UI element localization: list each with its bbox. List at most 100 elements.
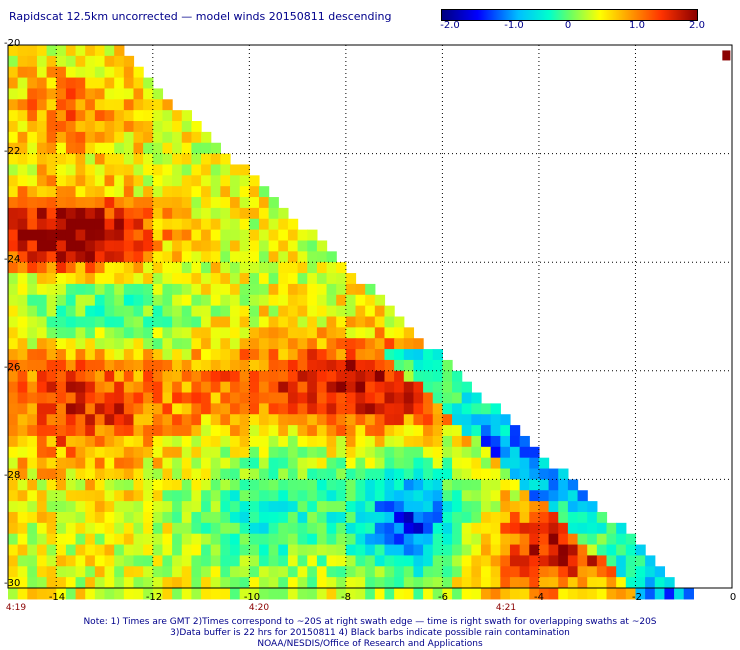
grid-cell: [442, 403, 453, 415]
grid-cell: [326, 566, 337, 578]
grid-cell: [239, 240, 250, 252]
grid-cell: [75, 349, 86, 361]
grid-cell: [114, 446, 125, 459]
grid-cell: [625, 533, 637, 546]
grid-cell: [17, 522, 28, 535]
grid-cell: [46, 359, 57, 372]
grid-cell: [75, 403, 86, 415]
grid-cell: [606, 533, 617, 546]
grid-cell: [403, 511, 415, 524]
grid-cell: [75, 370, 86, 383]
grid-cell: [104, 392, 115, 404]
grid-cell: [104, 522, 115, 535]
grid-cell: [432, 490, 443, 502]
grid-cell: [249, 175, 260, 187]
grid-cell: [519, 522, 530, 535]
grid-cell: [56, 45, 67, 57]
footnote-line-1: Note: 1) Times are GMT 2)Times correspon…: [83, 617, 657, 627]
grid-cell: [287, 338, 299, 350]
grid-cell: [46, 207, 57, 220]
grid-cell: [56, 468, 67, 480]
grid-cell: [606, 566, 617, 578]
grid-cell: [46, 533, 57, 546]
grid-cell: [336, 577, 347, 589]
grid-cell: [548, 511, 559, 524]
grid-cell: [162, 240, 173, 252]
grid-cell: [297, 555, 308, 567]
grid-cell: [143, 251, 154, 263]
grid-cell: [249, 457, 260, 470]
grid-cell: [500, 577, 511, 589]
grid-cell: [596, 511, 608, 524]
grid-cell: [461, 381, 472, 394]
grid-cell: [46, 99, 57, 111]
grid-cell: [17, 66, 28, 79]
grid-cell: [143, 262, 154, 274]
grid-cell: [490, 533, 501, 546]
grid-cell: [258, 577, 270, 589]
grid-cell: [172, 501, 183, 513]
grid-cell: [587, 522, 598, 535]
grid-cell: [654, 566, 666, 578]
grid-cell: [239, 164, 250, 176]
grid-cell: [104, 490, 115, 502]
grid-cell: [365, 555, 376, 567]
grid-cell: [509, 522, 521, 535]
grid-cell: [616, 577, 627, 589]
grid-cell: [239, 414, 250, 426]
grid-cell: [114, 164, 125, 176]
grid-cell: [56, 229, 67, 242]
grid-cell: [191, 577, 202, 589]
grid-cell: [355, 501, 366, 513]
grid-cell: [336, 588, 347, 600]
grid-cell: [210, 305, 221, 318]
grid-cell: [249, 544, 260, 557]
grid-cell: [65, 490, 77, 502]
grid-cell: [143, 229, 154, 242]
grid-cell: [239, 359, 250, 372]
grid-cell: [162, 435, 173, 448]
grid-cell: [17, 349, 28, 361]
grid-cell: [114, 479, 125, 491]
grid-cell: [36, 588, 48, 600]
grid-cell: [230, 175, 241, 187]
grid-cell: [519, 588, 530, 600]
grid-cell: [172, 403, 183, 415]
grid-cell: [56, 370, 67, 383]
grid-cell: [133, 229, 144, 242]
grid-cell: [326, 544, 337, 557]
grid-cell: [152, 511, 164, 524]
grid-cell: [152, 359, 164, 372]
grid-cell: [461, 566, 472, 578]
grid-cell: [36, 349, 48, 361]
grid-cell: [336, 501, 347, 513]
grid-cell: [287, 425, 299, 437]
grid-cell: [94, 316, 106, 328]
grid-cell: [65, 457, 77, 470]
grid-cell: [355, 555, 366, 567]
grid-cell: [94, 381, 106, 394]
grid-cell: [220, 218, 231, 231]
grid-cell: [403, 577, 415, 589]
grid-cell: [56, 349, 67, 361]
grid-cell: [230, 381, 241, 394]
grid-cell: [307, 403, 318, 415]
grid-cell: [307, 490, 318, 502]
grid-cell: [336, 403, 347, 415]
grid-cell: [287, 218, 299, 231]
grid-cell: [452, 479, 463, 491]
grid-cell: [36, 197, 48, 209]
grid-cell: [27, 522, 38, 535]
grid-cell: [297, 349, 308, 361]
grid-cell: [56, 533, 67, 546]
grid-cell: [230, 251, 241, 263]
grid-cell: [336, 566, 347, 578]
grid-cell: [94, 425, 106, 437]
grid-cell: [249, 359, 260, 372]
grid-cell: [114, 468, 125, 480]
grid-cell: [278, 359, 289, 372]
grid-cell: [143, 446, 154, 459]
grid-cell: [423, 533, 434, 546]
grid-cell: [65, 588, 77, 600]
grid-cell: [423, 359, 434, 372]
